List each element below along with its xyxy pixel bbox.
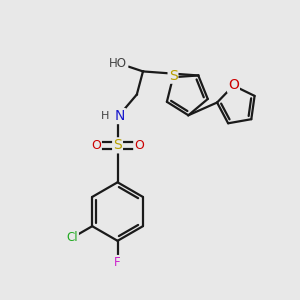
Text: N: N xyxy=(115,109,125,123)
Text: O: O xyxy=(228,78,239,92)
Text: HO: HO xyxy=(109,57,127,70)
Text: H: H xyxy=(101,111,110,121)
Text: S: S xyxy=(113,138,122,152)
Text: Cl: Cl xyxy=(66,231,78,244)
Text: F: F xyxy=(114,256,121,269)
Text: O: O xyxy=(91,139,101,152)
Text: O: O xyxy=(134,139,144,152)
Text: S: S xyxy=(169,69,177,83)
